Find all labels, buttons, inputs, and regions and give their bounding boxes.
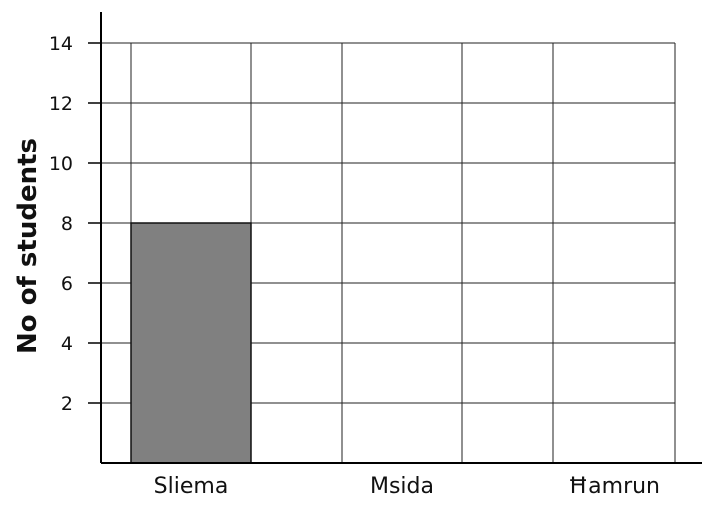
x-ticks: Sliema Msida Ħamrun	[154, 474, 660, 499]
y-axis-label: No of students	[13, 138, 43, 354]
axes	[100, 12, 702, 464]
y-tick-label: 10	[49, 153, 73, 175]
y-tick-label: 6	[61, 273, 73, 295]
y-tick-label: 12	[49, 93, 73, 115]
x-tick-label: Sliema	[154, 474, 229, 499]
x-tick-label: Msida	[370, 474, 434, 499]
bars	[130, 222, 252, 464]
y-tick-label: 4	[61, 333, 73, 355]
y-ticks: 2 4 6 8 10 12 14	[49, 33, 101, 415]
bar-sliema	[130, 222, 252, 464]
x-tick-label: Ħamrun	[568, 474, 660, 499]
y-tick-label: 14	[49, 33, 73, 55]
y-tick-label: 2	[61, 393, 73, 415]
y-tick-label: 8	[61, 213, 73, 235]
